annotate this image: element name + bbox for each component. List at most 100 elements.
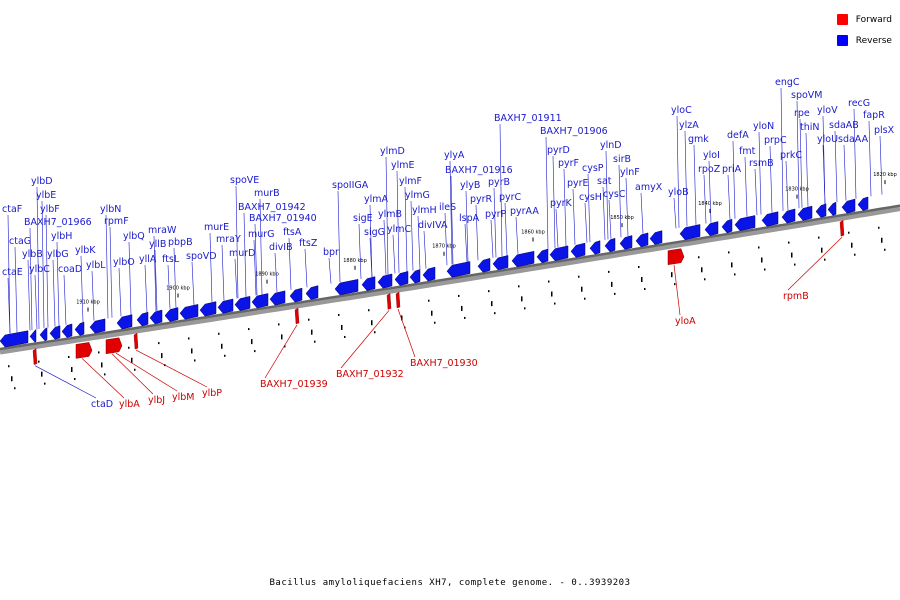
reverse-label-leader (7, 214, 11, 334)
legend-item-reverse: Reverse (836, 30, 892, 51)
reverse-label-leader (91, 270, 95, 321)
gene-label-ylbj: ylbJ (148, 395, 165, 406)
grid-tick (731, 262, 733, 268)
reverse-label-leader (253, 239, 257, 296)
scale-label: 1900 kbp (166, 286, 190, 292)
forward-gene-arrow (75, 342, 93, 359)
grid-tick (728, 251, 730, 254)
reverse-label-leader (173, 247, 177, 308)
grid-tick (188, 337, 190, 340)
reverse-label-leader (703, 174, 707, 224)
grid-tick (701, 267, 703, 273)
grid-tick (458, 294, 460, 297)
gene-label-ylbl: ylbL (86, 260, 106, 271)
label-layer: ctaF ctaG ctaE ylbD ylbE ylbB ylbF ylbC BAXH7_01… (2, 77, 895, 410)
gene-label-recg: recG (848, 98, 870, 109)
grid-tick (368, 309, 370, 312)
grid-tick (284, 345, 286, 348)
gene-label-divib: divIB (269, 242, 293, 253)
gene-label-ctag: ctaG (9, 236, 31, 247)
reverse-label-leader (383, 219, 387, 275)
reverse-label-leader (587, 173, 591, 243)
gene-label-plsx: plsX (874, 125, 895, 136)
grid-tick (791, 252, 793, 258)
grid-tick (281, 334, 283, 340)
grid-tick (488, 290, 490, 293)
grid-tick (308, 318, 310, 321)
forward-label-leader (81, 358, 125, 399)
reverse-label-leader (385, 156, 389, 275)
reverse-label-leader (254, 223, 258, 296)
reverse-gene-arrow (857, 196, 869, 211)
gene-label-ylmg: ylmG (405, 190, 430, 201)
grid-tick (11, 376, 13, 382)
gene-label-pyrf: pyrF (558, 158, 579, 169)
reverse-label-leader (499, 123, 503, 257)
reverse-gene-arrow (179, 304, 199, 320)
reverse-label-leader (822, 144, 826, 205)
gene-label-ylbd: ylbD (31, 176, 53, 187)
grid-tick (524, 307, 526, 310)
reverse-label-leader (235, 185, 239, 299)
reverse-gene-arrow (446, 261, 471, 278)
gene-label-ylme: ylmE (391, 160, 415, 171)
reverse-label-leader (563, 168, 567, 247)
gene-label-murd: murD (229, 248, 256, 259)
grid-tick (14, 387, 16, 390)
gene-label-rpoz: rpoZ (698, 164, 721, 175)
reverse-gene-arrow (0, 330, 29, 348)
reverse-gene-arrow (511, 250, 535, 268)
reverse-gene-arrow (361, 276, 376, 291)
grid-tick (194, 359, 196, 362)
gene-label-pyraa: pyrAA (510, 206, 539, 217)
reverse-label-leader (785, 160, 789, 211)
gene-label-pyrp: pyrP (485, 209, 507, 220)
forward-gene-arrow (839, 219, 845, 237)
gene-label-ylma: ylmA (364, 194, 389, 205)
reverse-label-leader (625, 177, 629, 237)
forward-label-leader (34, 365, 97, 399)
reverse-gene-arrow (334, 279, 359, 296)
reverse-label-leader (105, 214, 109, 319)
gene-label-ylov: yloV (817, 105, 838, 116)
gene-label-yloa: yloA (675, 316, 696, 327)
gene-label-baxh7-01906: BAXH7_01906 (540, 126, 608, 137)
legend-item-forward: Forward (836, 9, 892, 30)
reverse-label-leader (274, 252, 278, 293)
grid-tick (464, 316, 466, 319)
grid-tick (71, 367, 73, 373)
reverse-gene-arrow (49, 325, 61, 340)
reverse-label-leader (396, 170, 400, 273)
grid-tick (854, 253, 856, 256)
grid-tick (554, 302, 556, 305)
reverse-gene-arrow (827, 201, 837, 216)
gene-label-ylmf: ylmF (399, 176, 422, 187)
forward-label-leader (264, 324, 298, 379)
gene-label-mure: murE (204, 222, 229, 233)
grid-tick (761, 257, 763, 263)
gene-label-ylbk: ylbK (75, 245, 96, 256)
gene-label-prkc: prkC (780, 150, 802, 161)
gene-label-yllb: yllB (149, 239, 166, 250)
gene-label-ylon: yloN (753, 121, 774, 132)
reverse-gene-arrow (797, 205, 813, 221)
reverse-label-leader (602, 186, 606, 240)
grid-tick (878, 226, 880, 229)
reverse-label-leader (128, 241, 132, 315)
reverse-label-leader (868, 120, 872, 197)
gene-label-ylmh: ylmH (412, 205, 437, 216)
grid-tick (428, 299, 430, 302)
grid-tick (794, 263, 796, 266)
reverse-gene-arrow (289, 287, 303, 303)
forward-gene-arrow (105, 337, 123, 355)
grid-tick (254, 350, 256, 353)
legend: Forward Reverse (836, 9, 892, 51)
reverse-gene-arrow (269, 290, 286, 306)
reverse-label-leader (799, 118, 803, 208)
gene-label-pria: priA (722, 164, 742, 175)
grid-tick (218, 332, 220, 335)
reverse-label-leader (796, 100, 800, 209)
forward-label-leader (111, 353, 154, 395)
gene-label-baxh7-01966: BAXH7_01966 (24, 217, 92, 228)
gene-label-baxh7-01939: BAXH7_01939 (260, 379, 328, 390)
